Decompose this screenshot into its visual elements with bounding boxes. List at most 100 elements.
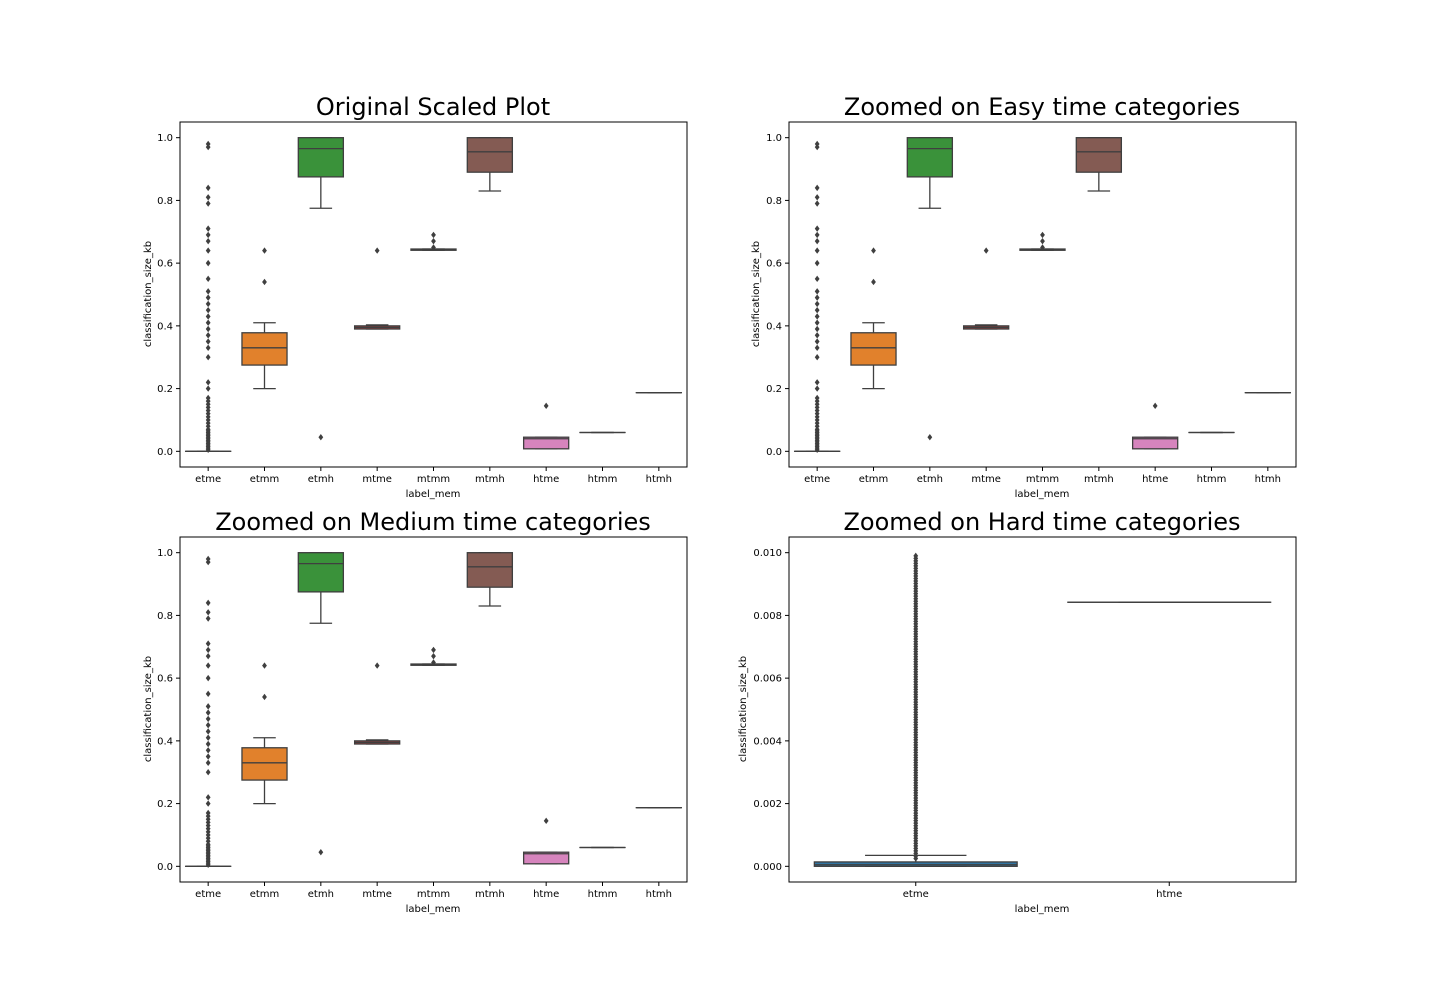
y-tick-label: 0.4: [766, 321, 782, 332]
x-tick-label: etmm: [859, 474, 889, 485]
outlier-point: [1152, 402, 1158, 410]
outlier-point: [814, 319, 820, 326]
box-etmm: [850, 247, 897, 390]
y-tick-label: 0.004: [753, 736, 782, 747]
outlier-point: [431, 646, 436, 654]
outlier-point: [205, 300, 211, 308]
outlier-point: [814, 288, 820, 295]
outlier-point: [205, 237, 211, 245]
y-tick-label: 0.008: [753, 611, 782, 622]
outlier-point: [205, 615, 211, 622]
outlier-point: [205, 385, 211, 392]
box-mtmh: [466, 552, 514, 607]
box-body: [1075, 137, 1123, 173]
axes-frame: [179, 121, 688, 468]
outlier-point: [205, 294, 211, 301]
outlier-point: [431, 231, 436, 239]
plots-layer: 0.0 0.2 0.4 0.6 0.8 1.0 etme etmm etmh mtme mtmm mt…: [157, 121, 1297, 900]
outlier-point: [871, 278, 876, 286]
outlier-point: [814, 385, 820, 392]
subplot-3: 0.0 0.2 0.4 0.6 0.8 1.0 etme etmm etmh mtme mtmm mt…: [157, 536, 688, 900]
y-tick-label: 0.4: [157, 736, 173, 747]
box-htme: [522, 817, 570, 865]
axes-frame: [788, 536, 1297, 883]
x-tick-label: etme: [195, 889, 221, 900]
outlier-point: [431, 659, 436, 666]
x-tick-label: etme: [804, 474, 830, 485]
box-etmm: [241, 662, 288, 805]
outlier-point: [205, 259, 211, 267]
box-body: [466, 137, 514, 173]
outlier-point: [205, 599, 211, 607]
outlier-point: [205, 640, 211, 647]
outlier-point: [814, 294, 820, 301]
box-etmh: [297, 137, 345, 441]
x-tick-label: etme: [903, 889, 929, 900]
x-tick-label: htme: [1156, 889, 1182, 900]
box-etme: [793, 140, 841, 453]
outlier-point: [1040, 237, 1045, 245]
outlier-point: [205, 332, 211, 339]
subplot-2-ylabel: classification_size_kb: [751, 241, 762, 347]
outlier-point: [205, 344, 211, 352]
outlier-point: [814, 259, 820, 267]
outlier-point: [913, 552, 919, 560]
x-tick-label: htmh: [646, 474, 672, 485]
x-tick-label: htmm: [588, 889, 618, 900]
outlier-point: [814, 275, 820, 283]
outlier-point: [205, 747, 211, 754]
outlier-point: [205, 652, 211, 660]
x-tick-label: htmm: [1197, 474, 1227, 485]
subplot-4-title: Zoomed on Hard time categories: [843, 508, 1240, 536]
outlier-point: [205, 769, 211, 776]
y-tick-label: 0.010: [753, 548, 782, 559]
outlier-point: [205, 184, 211, 192]
outlier-point: [205, 313, 211, 320]
box-body: [241, 332, 288, 366]
outlier-point: [205, 231, 211, 239]
y-tick-label: 0.6: [157, 259, 173, 270]
outlier-point: [431, 237, 436, 245]
outlier-point: [205, 247, 211, 254]
box-body: [1131, 436, 1179, 450]
box-mtmh: [466, 137, 514, 192]
axes-frame: [179, 536, 688, 883]
outlier-point: [205, 715, 211, 723]
outlier-point: [262, 247, 267, 254]
outlier-point: [814, 344, 820, 352]
outlier-point: [814, 140, 820, 148]
outlier-point: [205, 354, 211, 361]
box-body: [241, 747, 288, 781]
box-body: [297, 137, 345, 178]
outlier-point: [205, 275, 211, 283]
x-tick-label: etmh: [308, 474, 334, 485]
outlier-point: [814, 231, 820, 239]
subplot-2: 0.0 0.2 0.4 0.6 0.8 1.0 etme etmm etmh mtme mtmm mt…: [766, 121, 1297, 485]
outlier-point: [543, 817, 549, 825]
outlier-point: [814, 194, 820, 201]
box-mtmm: [410, 231, 457, 251]
x-tick-label: mtmm: [417, 474, 450, 485]
box-mtme: [353, 662, 401, 745]
x-tick-label: etmm: [250, 474, 280, 485]
subplot-3-title: Zoomed on Medium time categories: [215, 508, 651, 536]
outlier-point: [205, 674, 211, 682]
y-tick-label: 0.4: [157, 321, 173, 332]
x-tick-label: htme: [533, 474, 559, 485]
outlier-point: [262, 662, 267, 669]
x-tick-label: mtmh: [1084, 474, 1114, 485]
outlier-point: [205, 740, 211, 748]
x-tick-label: htmm: [588, 474, 618, 485]
outlier-point: [205, 759, 211, 767]
outlier-point: [205, 288, 211, 295]
box-body: [522, 851, 570, 865]
box-mtme: [353, 247, 401, 330]
y-tick-label: 1.0: [157, 548, 173, 559]
x-tick-label: htmh: [646, 889, 672, 900]
x-tick-label: htmh: [1255, 474, 1281, 485]
outlier-point: [814, 338, 820, 345]
subplot-1-xlabel: label_mem: [406, 489, 461, 500]
outlier-point: [262, 278, 267, 286]
outlier-point: [1040, 231, 1045, 239]
